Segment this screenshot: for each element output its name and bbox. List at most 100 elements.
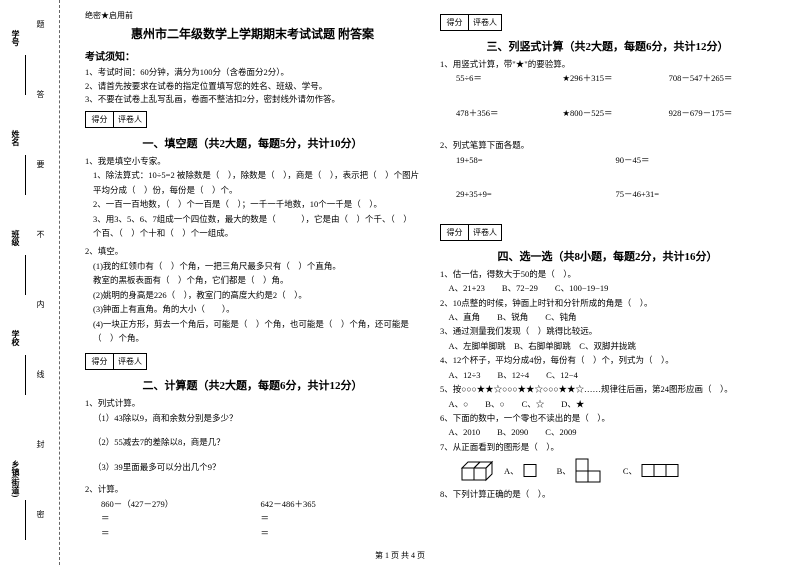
underline <box>25 155 26 195</box>
left-column: 绝密★启用前 惠州市二年级数学上学期期末考试试题 附答案 考试须知： 1、考试时… <box>75 10 430 560</box>
q-item: (2)姚明的身高是226（ ），教室门的高度大约是2（ ）。 <box>85 288 420 302</box>
seal-char: 线 <box>35 370 46 378</box>
calc-expr: 19+58= <box>456 153 616 167</box>
q-title: 2、列式笔算下面各题。 <box>440 138 775 152</box>
page-footer: 第 1 页 共 4 页 <box>375 550 425 561</box>
calc-expr: ★296＋315＝ <box>562 71 668 85</box>
score-box: 得分 评卷人 <box>85 111 147 128</box>
q-options: A、左脚单脚跳 B、右脚单脚跳 C、双脚并拢跳 <box>440 339 775 353</box>
notice-item: 1、考试时间：60分钟，满分为100分（含卷面分2分）。 <box>85 66 420 80</box>
underline <box>25 255 26 295</box>
calc-row: ＝ ＝ <box>85 526 420 540</box>
label-school: 学校 <box>10 330 21 346</box>
shape-option-c: C、 <box>623 458 679 483</box>
question-block: 1、我是填空小专家。 1、除法算式：10÷5=2 被除数是（ ），除数是（ ），… <box>85 154 420 241</box>
q-item: (1)我的红领巾有（ ）个角，一把三角尺最多只有（ ）个直角。 <box>85 259 420 273</box>
q-item: (4)一块正方形，剪去一个角后，可能是（ ）个角，也可能是（ ）个角，还可能是（… <box>85 317 420 346</box>
q-item: 7、从正面看到的图形是（ ）。 <box>440 440 775 454</box>
option-label: A、 <box>504 464 519 478</box>
seal-char: 密 <box>35 510 46 518</box>
calc-eq: ＝ <box>101 526 261 540</box>
seal-char: 不 <box>35 230 46 238</box>
score-box: 得分 评卷人 <box>85 353 147 370</box>
reviewer-label: 评卷人 <box>469 225 501 240</box>
option-label: C、 <box>623 464 637 478</box>
reviewer-label: 评卷人 <box>469 15 501 30</box>
q-title: 1、列式计算。 <box>85 396 420 410</box>
calc-expr: 90－45＝ <box>616 153 776 167</box>
section-4-title: 四、选一选（共8小题，每题2分，共计16分） <box>440 248 775 264</box>
q-options: A、12÷3 B、12÷4 C、12−4 <box>440 368 775 382</box>
content-area: 绝密★启用前 惠州市二年级数学上学期期末考试试题 附答案 考试须知： 1、考试时… <box>60 0 800 565</box>
shape-option-a: A、 <box>460 458 537 483</box>
q-item: 1、估一估，得数大于50的是（ ）。 <box>440 267 775 281</box>
label-class: 班级 <box>10 230 21 246</box>
score-label: 得分 <box>441 15 469 30</box>
seal-char: 内 <box>35 300 46 308</box>
calc-expr: 75－46+31= <box>616 187 776 201</box>
q-item: 8、下列计算正确的是（ ）。 <box>440 487 775 501</box>
calc-eq: ＝ <box>261 511 421 525</box>
shape-option-b: B、 <box>557 458 603 483</box>
label-town: 乡镇(街道) <box>10 460 21 497</box>
binding-margin: 学号 姓名 班级 学校 乡镇(街道) 题 答 要 不 内 线 封 密 <box>0 0 60 565</box>
label-id: 学号 <box>10 30 21 46</box>
q-item: 3、通过测量我们发现（ ）跳得比较远。 <box>440 324 775 338</box>
calc-expr: 55÷6＝ <box>456 71 562 85</box>
q-options: A、21+23 B、72−29 C、100−19−19 <box>440 281 775 295</box>
q-item: 5、按○○○★★☆○○○★★☆○○○★★☆……规律往后画，第24图形应画（ ）。 <box>440 382 775 396</box>
q-item: （2）55减去7的差除以8，商是几？ <box>85 435 420 449</box>
exam-title: 惠州市二年级数学上学期期末考试试题 附答案 <box>85 25 420 42</box>
seal-char: 答 <box>35 90 46 98</box>
question-block: 2、计算。 860－（427－279） 642－486＋365 ＝ ＝ ＝ ＝ <box>85 482 420 540</box>
question-block: 2、列式笔算下面各题。 19+58= 90－45＝ 29+35+9= 75－46… <box>440 138 775 201</box>
right-column: 得分 评卷人 三、列竖式计算（共2大题，每题6分，共计12分） 1、用竖式计算，… <box>430 10 785 560</box>
calc-eq: ＝ <box>261 526 421 540</box>
notice-title: 考试须知： <box>85 48 420 63</box>
score-box: 得分 评卷人 <box>440 14 502 31</box>
q-item: （1）43除以9，商和余数分别是多少？ <box>85 411 420 425</box>
q-item: 教室的黑板表面有（ ）个角，它们都是（ ）角。 <box>85 273 420 287</box>
calc-row: 860－（427－279） 642－486＋365 <box>85 497 420 511</box>
underline <box>25 355 26 395</box>
q-options: A、2010 B、2090 C、2009 <box>440 425 775 439</box>
q-item: (3)钟面上有直角。角的大小（ ）。 <box>85 302 420 316</box>
option-label: B、 <box>557 464 571 478</box>
calc-expr: 478＋356＝ <box>456 106 562 120</box>
question-block: 2、填空。 (1)我的红领巾有（ ）个角，一把三角尺最多只有（ ）个直角。 教室… <box>85 244 420 345</box>
q-title: 1、用竖式计算，带"★"的要验算。 <box>440 57 775 71</box>
cube-shape-icon <box>460 458 500 483</box>
q-options: A、直角 B、锐角 C、钝角 <box>440 310 775 324</box>
section-1-title: 一、填空题（共2大题，每题5分，共计10分） <box>85 135 420 151</box>
shape-options-row: A、 B、 C、 <box>440 458 775 483</box>
calc-expr: 29+35+9= <box>456 187 616 201</box>
l-shape-icon <box>575 458 603 483</box>
seal-char: 题 <box>35 20 46 28</box>
calc-expr: 708－547＋265＝ <box>669 71 775 85</box>
calc-row: 19+58= 90－45＝ <box>440 153 775 167</box>
q-title: 1、我是填空小专家。 <box>85 154 420 168</box>
calc-expr: 642－486＋365 <box>261 497 421 511</box>
calc-expr: 860－（427－279） <box>101 497 261 511</box>
calc-eq: ＝ <box>101 511 261 525</box>
question-block: 1、用竖式计算，带"★"的要验算。 55÷6＝ ★296＋315＝ 708－54… <box>440 57 775 120</box>
q-item: 2、10点整的时候，钟面上时针和分针所成的角是（ ）。 <box>440 296 775 310</box>
underline <box>25 55 26 95</box>
calc-expr: ★800－525＝ <box>562 106 668 120</box>
calc-row: 55÷6＝ ★296＋315＝ 708－547＋265＝ <box>440 71 775 85</box>
seal-char: 要 <box>35 160 46 168</box>
section-2-title: 二、计算题（共2大题，每题6分，共计12分） <box>85 377 420 393</box>
q-options: A、○ B、○ C、☆ D、★ <box>440 397 775 411</box>
question-block: 1、列式计算。 （1）43除以9，商和余数分别是多少？ （2）55减去7的差除以… <box>85 396 420 474</box>
seal-char: 封 <box>35 440 46 448</box>
question-block: 1、估一估，得数大于50的是（ ）。 A、21+23 B、72−29 C、100… <box>440 267 775 502</box>
underline <box>25 500 26 540</box>
score-label: 得分 <box>441 225 469 240</box>
reviewer-label: 评卷人 <box>114 354 146 369</box>
q-title: 2、计算。 <box>85 482 420 496</box>
score-label: 得分 <box>86 112 114 127</box>
row-shape-icon <box>641 458 679 483</box>
reviewer-label: 评卷人 <box>114 112 146 127</box>
notice-item: 2、请首先按要求在试卷的指定位置填写您的姓名、班级、学号。 <box>85 80 420 94</box>
q-item: （3）39里面最多可以分出几个9？ <box>85 460 420 474</box>
